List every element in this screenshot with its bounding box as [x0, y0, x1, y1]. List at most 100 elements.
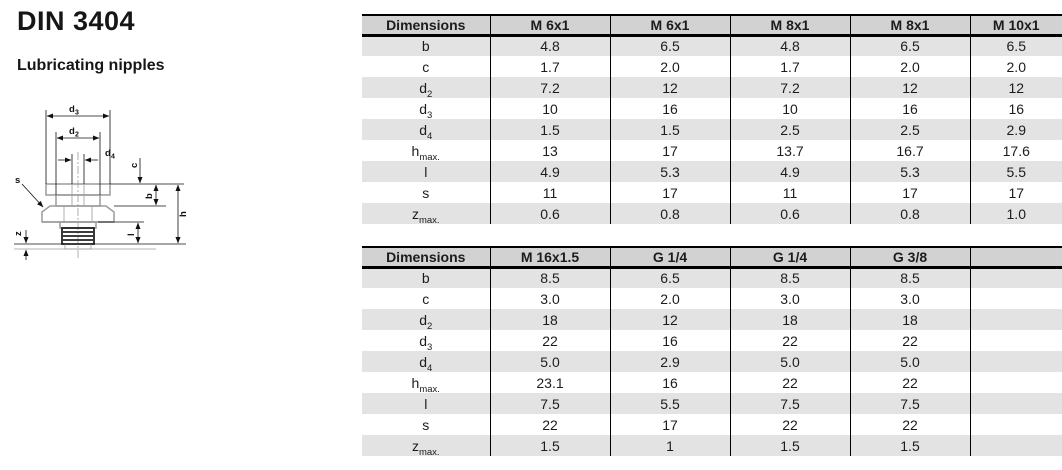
dimension-value: 1.5: [489, 119, 610, 140]
dimension-h: h: [166, 183, 189, 244]
dimension-label: d2: [362, 77, 490, 99]
dimension-value: 4.9: [729, 161, 850, 182]
dimension-value: 3.0: [849, 288, 970, 309]
column-header: M 6x1: [609, 14, 730, 37]
dimension-value: 22: [489, 414, 610, 435]
dimension-value: 4.8: [489, 35, 610, 56]
table-row: zmax. 1.5 1 1.5 1.5: [362, 435, 1062, 457]
table-row: zmax. 0.6 0.8 0.6 0.8 1.0: [362, 203, 1062, 225]
dimension-label: zmax.: [362, 435, 490, 457]
svg-text:4: 4: [111, 154, 115, 161]
dimension-value: 2.5: [729, 119, 850, 140]
dimension-value: 3.0: [729, 288, 850, 309]
column-header: [969, 246, 1062, 269]
dimension-value: 18: [849, 309, 970, 330]
column-header: Dimensions: [362, 14, 490, 37]
dimension-label: hmax.: [362, 372, 490, 394]
dimension-label: d2: [362, 309, 490, 331]
dimension-value: 7.5: [489, 393, 610, 414]
dimension-value: 7.2: [729, 77, 850, 98]
dimension-value: 5.5: [609, 393, 730, 414]
dimension-value: 5.5: [969, 161, 1062, 182]
table-row: s 11 17 11 17 17: [362, 182, 1062, 203]
dimension-label: d3: [362, 330, 490, 352]
dimension-value: 2.0: [969, 56, 1062, 77]
dimension-value: 1.5: [729, 435, 850, 456]
dimension-value: 0.6: [729, 203, 850, 224]
dimension-value: 22: [489, 330, 610, 351]
column-header: M 10x1: [969, 14, 1062, 37]
column-header: M 8x1: [849, 14, 970, 37]
dimension-value: 22: [729, 372, 850, 393]
dimension-value: 13: [489, 140, 610, 161]
dimension-value: 2.5: [849, 119, 970, 140]
dimension-value: 17: [609, 182, 730, 203]
dimension-value: [969, 414, 1062, 435]
dimension-value: 12: [609, 309, 730, 330]
dimension-value: 22: [729, 330, 850, 351]
dimension-value: 17.6: [969, 140, 1062, 161]
dimension-value: 6.5: [849, 35, 970, 56]
label-d3: d: [69, 104, 75, 115]
table-row: d3 22 16 22 22: [362, 330, 1062, 352]
dimension-label: s: [362, 182, 490, 203]
dimension-value: 2.9: [609, 351, 730, 372]
dimension-value: 22: [849, 414, 970, 435]
dimension-value: 1.7: [489, 56, 610, 77]
column-header: M 6x1: [489, 14, 610, 37]
svg-text:3: 3: [75, 110, 79, 117]
dimension-value: 6.5: [609, 35, 730, 56]
label-d4: d: [105, 148, 111, 159]
table-row: hmax. 13 17 13.7 16.7 17.6: [362, 140, 1062, 162]
dimension-table-pipe: Dimensions M 16x1.5 G 1/4 G 1/4 G 3/8 b 8.5 6.5…: [362, 246, 1062, 457]
dimension-value: 12: [609, 77, 730, 98]
table-row: d4 1.5 1.5 2.5 2.5 2.9: [362, 119, 1062, 141]
dimension-value: [969, 330, 1062, 351]
dimension-value: 1.5: [489, 435, 610, 456]
dimension-value: 10: [729, 98, 850, 119]
dimension-label: l: [362, 393, 490, 414]
dimension-value: 7.5: [729, 393, 850, 414]
dimension-value: 16: [609, 372, 730, 393]
column-header: Dimensions: [362, 246, 490, 269]
table-row: hmax. 23.1 16 22 22: [362, 372, 1062, 394]
dimension-value: 17: [609, 414, 730, 435]
dimension-value: 2.0: [609, 56, 730, 77]
dimension-value: [969, 288, 1062, 309]
dimension-value: 1.0: [969, 203, 1062, 224]
dimension-value: 2.9: [969, 119, 1062, 140]
table-row: b 4.8 6.5 4.8 6.5 6.5: [362, 35, 1062, 56]
table-row: l 4.9 5.3 4.9 5.3 5.5: [362, 161, 1062, 182]
dimension-value: 6.5: [609, 267, 730, 288]
dimension-value: [969, 309, 1062, 330]
dimension-value: 17: [849, 182, 970, 203]
dimension-value: 1.5: [849, 435, 970, 456]
dimension-label: l: [362, 161, 490, 182]
label-h: h: [178, 211, 189, 217]
dimension-value: 8.5: [489, 267, 610, 288]
dimension-value: 7.2: [489, 77, 610, 98]
dimension-value: 16: [849, 98, 970, 119]
dimension-label: zmax.: [362, 203, 490, 225]
table-header-row: Dimensions M 6x1 M 6x1 M 8x1 M 8x1 M 10x1: [362, 14, 1062, 37]
dimension-value: 5.0: [729, 351, 850, 372]
table-row: c 1.7 2.0 1.7 2.0 2.0: [362, 56, 1062, 77]
dimension-label: d4: [362, 351, 490, 373]
dimension-value: 5.0: [489, 351, 610, 372]
dimension-label: c: [362, 288, 490, 309]
label-s: s: [15, 175, 20, 186]
table-row: b 8.5 6.5 8.5 8.5: [362, 267, 1062, 288]
table-row: d3 10 16 10 16 16: [362, 98, 1062, 120]
dimension-d3: d 3: [45, 104, 111, 184]
dimension-value: [969, 393, 1062, 414]
dimension-value: 17: [609, 140, 730, 161]
dimension-z: z: [13, 230, 29, 260]
dimension-table-metric: Dimensions M 6x1 M 6x1 M 8x1 M 8x1 M 10x1 b 4.8…: [362, 14, 1062, 225]
dimension-value: 8.5: [849, 267, 970, 288]
technical-drawing: d 3 d 2 d 4: [6, 96, 240, 264]
dimension-value: 2.0: [609, 288, 730, 309]
dimension-value: [969, 372, 1062, 393]
label-d2: d: [69, 126, 75, 137]
dimension-l: l: [98, 221, 144, 244]
